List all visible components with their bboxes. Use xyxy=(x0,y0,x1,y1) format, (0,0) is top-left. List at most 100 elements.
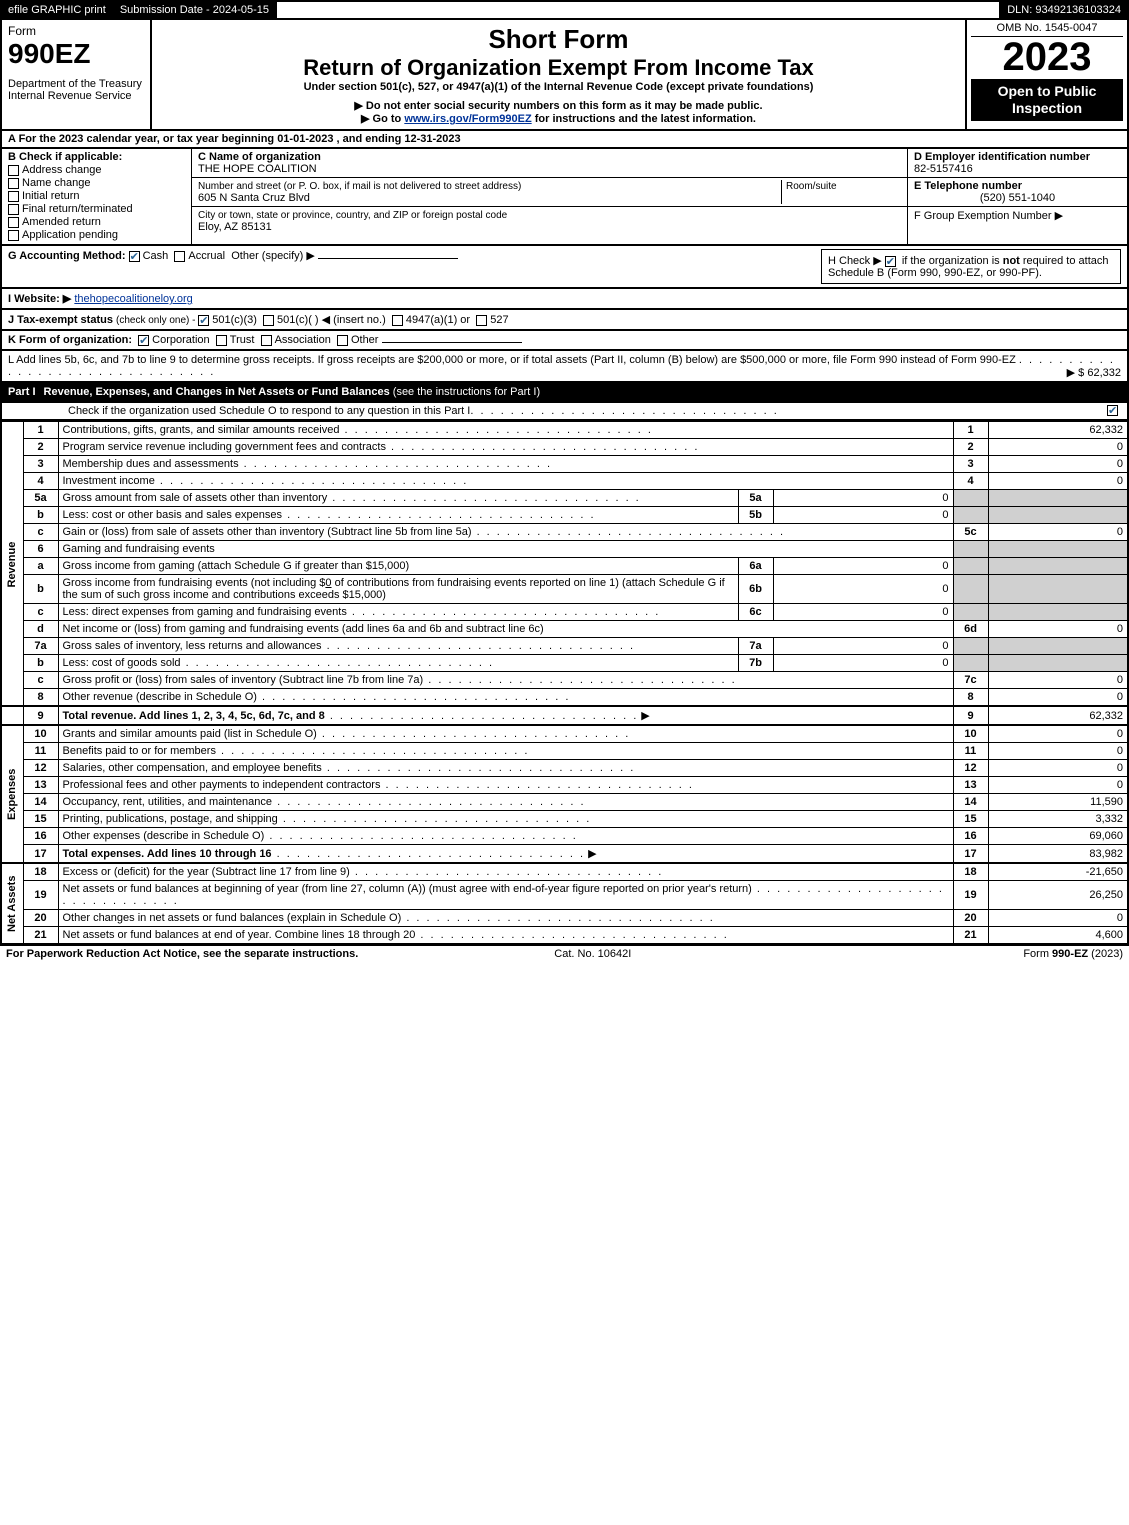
website-link[interactable]: thehopecoalitioneloy.org xyxy=(74,293,192,305)
table-row: Expenses 10Grants and similar amounts pa… xyxy=(1,725,1128,743)
side-revenue: Revenue xyxy=(1,422,23,707)
section-gh: G Accounting Method: Cash Accrual Other … xyxy=(0,246,1129,289)
chk-amended[interactable]: Amended return xyxy=(8,216,185,228)
section-g: G Accounting Method: Cash Accrual Other … xyxy=(8,249,458,284)
table-row: 15Printing, publications, postage, and s… xyxy=(1,811,1128,828)
other-specify-input[interactable] xyxy=(318,258,458,259)
chk-cash[interactable] xyxy=(129,251,140,262)
part1-title: Revenue, Expenses, and Changes in Net As… xyxy=(44,386,390,398)
f-group-label: F Group Exemption Number ▶ xyxy=(914,210,1063,222)
side-netassets: Net Assets xyxy=(1,863,23,944)
table-row: 2Program service revenue including gover… xyxy=(1,439,1128,456)
table-row: 17Total expenses. Add lines 10 through 1… xyxy=(1,845,1128,864)
irs-label: Internal Revenue Service xyxy=(8,90,144,102)
chk-assoc[interactable] xyxy=(261,335,272,346)
section-bcdef: B Check if applicable: Address change Na… xyxy=(0,149,1129,246)
table-row: bLess: cost or other basis and sales exp… xyxy=(1,507,1128,524)
short-form-title: Short Form xyxy=(158,24,959,55)
part1-num: Part I xyxy=(8,386,36,398)
table-row: 21Net assets or fund balances at end of … xyxy=(1,927,1128,945)
efile-label: efile GRAPHIC print xyxy=(2,2,114,18)
part1-check-text: Check if the organization used Schedule … xyxy=(68,405,470,417)
instruction-ssn: ▶ Do not enter social security numbers o… xyxy=(158,99,959,112)
l-amount: ▶ $ 62,332 xyxy=(1067,366,1121,379)
form-subtitle: Under section 501(c), 527, or 4947(a)(1)… xyxy=(158,81,959,93)
chk-501c[interactable] xyxy=(263,315,274,326)
form-title: Return of Organization Exempt From Incom… xyxy=(158,55,959,81)
table-row: bGross income from fundraising events (n… xyxy=(1,575,1128,604)
section-c: C Name of organization THE HOPE COALITIO… xyxy=(192,149,907,244)
chk-address[interactable]: Address change xyxy=(8,164,185,176)
chk-name[interactable]: Name change xyxy=(8,177,185,189)
d-ein-label: D Employer identification number xyxy=(914,151,1090,163)
chk-initial[interactable]: Initial return xyxy=(8,190,185,202)
g-label: G Accounting Method: xyxy=(8,250,126,262)
table-row: Net Assets 18Excess or (deficit) for the… xyxy=(1,863,1128,881)
table-row: 6Gaming and fundraising events xyxy=(1,541,1128,558)
side-expenses: Expenses xyxy=(1,725,23,863)
table-row: cGross profit or (loss) from sales of in… xyxy=(1,672,1128,689)
irs-link[interactable]: www.irs.gov/Form990EZ xyxy=(404,113,531,125)
chk-527[interactable] xyxy=(476,315,487,326)
other-org-input[interactable] xyxy=(382,342,522,343)
chk-pending[interactable]: Application pending xyxy=(8,229,185,241)
ein: 82-5157416 xyxy=(914,163,973,175)
chk-4947[interactable] xyxy=(392,315,403,326)
chk-accrual[interactable] xyxy=(174,251,185,262)
table-row: dNet income or (loss) from gaming and fu… xyxy=(1,621,1128,638)
chk-final[interactable]: Final return/terminated xyxy=(8,203,185,215)
chk-other-org[interactable] xyxy=(337,335,348,346)
part1-header: Part I Revenue, Expenses, and Changes in… xyxy=(0,383,1129,403)
table-row: 16Other expenses (describe in Schedule O… xyxy=(1,828,1128,845)
table-row: 20Other changes in net assets or fund ba… xyxy=(1,910,1128,927)
b-header: B Check if applicable: xyxy=(8,151,185,163)
chk-schedule-o[interactable] xyxy=(1107,405,1118,416)
table-row: 4Investment income40 xyxy=(1,473,1128,490)
chk-trust[interactable] xyxy=(216,335,227,346)
org-street: 605 N Santa Cruz Blvd xyxy=(198,192,310,204)
c-street-label: Number and street (or P. O. box, if mail… xyxy=(198,181,521,192)
table-row: 12Salaries, other compensation, and empl… xyxy=(1,760,1128,777)
section-b: B Check if applicable: Address change Na… xyxy=(2,149,192,244)
c-name-label: C Name of organization xyxy=(198,151,321,163)
section-k: K Form of organization: Corporation Trus… xyxy=(0,331,1129,351)
link-pre: ▶ Go to xyxy=(361,113,404,125)
table-row: 8Other revenue (describe in Schedule O)8… xyxy=(1,689,1128,707)
part1-paren: (see the instructions for Part I) xyxy=(393,386,540,398)
table-row: 3Membership dues and assessments30 xyxy=(1,456,1128,473)
footer-cat: Cat. No. 10642I xyxy=(554,948,631,960)
chk-501c3[interactable] xyxy=(198,315,209,326)
tax-year: 2023 xyxy=(971,37,1123,77)
org-city: Eloy, AZ 85131 xyxy=(198,221,272,233)
submission-date: Submission Date - 2024-05-15 xyxy=(114,2,277,18)
table-row: 19Net assets or fund balances at beginni… xyxy=(1,881,1128,910)
part1-check-row: Check if the organization used Schedule … xyxy=(0,403,1129,421)
org-name: THE HOPE COALITION xyxy=(198,163,317,175)
section-j: J Tax-exempt status (check only one) - 5… xyxy=(0,310,1129,331)
form-number: 990EZ xyxy=(8,38,144,70)
table-row: 9Total revenue. Add lines 1, 2, 3, 4, 5c… xyxy=(1,706,1128,725)
footer-right: Form 990-EZ (2023) xyxy=(1023,948,1123,960)
e-phone-label: E Telephone number xyxy=(914,180,1022,192)
open-public: Open to Public Inspection xyxy=(971,79,1123,121)
form-word: Form xyxy=(8,24,144,38)
instruction-link-row: ▶ Go to www.irs.gov/Form990EZ for instru… xyxy=(158,112,959,125)
header-right: OMB No. 1545-0047 2023 Open to Public In… xyxy=(967,20,1127,129)
section-a: A For the 2023 calendar year, or tax yea… xyxy=(0,131,1129,149)
form-header: Form 990EZ Department of the Treasury In… xyxy=(0,20,1129,131)
dept-label: Department of the Treasury xyxy=(8,78,144,90)
chk-corp[interactable] xyxy=(138,335,149,346)
header-left: Form 990EZ Department of the Treasury In… xyxy=(2,20,152,129)
i-label: I Website: ▶ xyxy=(8,293,71,305)
k-label: K Form of organization: xyxy=(8,334,132,346)
table-row: 14Occupancy, rent, utilities, and mainte… xyxy=(1,794,1128,811)
dln-label: DLN: 93492136103324 xyxy=(999,2,1127,18)
header-mid: Short Form Return of Organization Exempt… xyxy=(152,20,967,129)
table-row: aGross income from gaming (attach Schedu… xyxy=(1,558,1128,575)
phone: (520) 551-1040 xyxy=(914,192,1121,204)
j-label: J Tax-exempt status xyxy=(8,314,113,326)
l-text: L Add lines 5b, 6c, and 7b to line 9 to … xyxy=(8,354,1016,366)
section-h: H Check ▶ if the organization is not req… xyxy=(821,249,1121,284)
chk-h[interactable] xyxy=(885,256,896,267)
table-row: 5aGross amount from sale of assets other… xyxy=(1,490,1128,507)
